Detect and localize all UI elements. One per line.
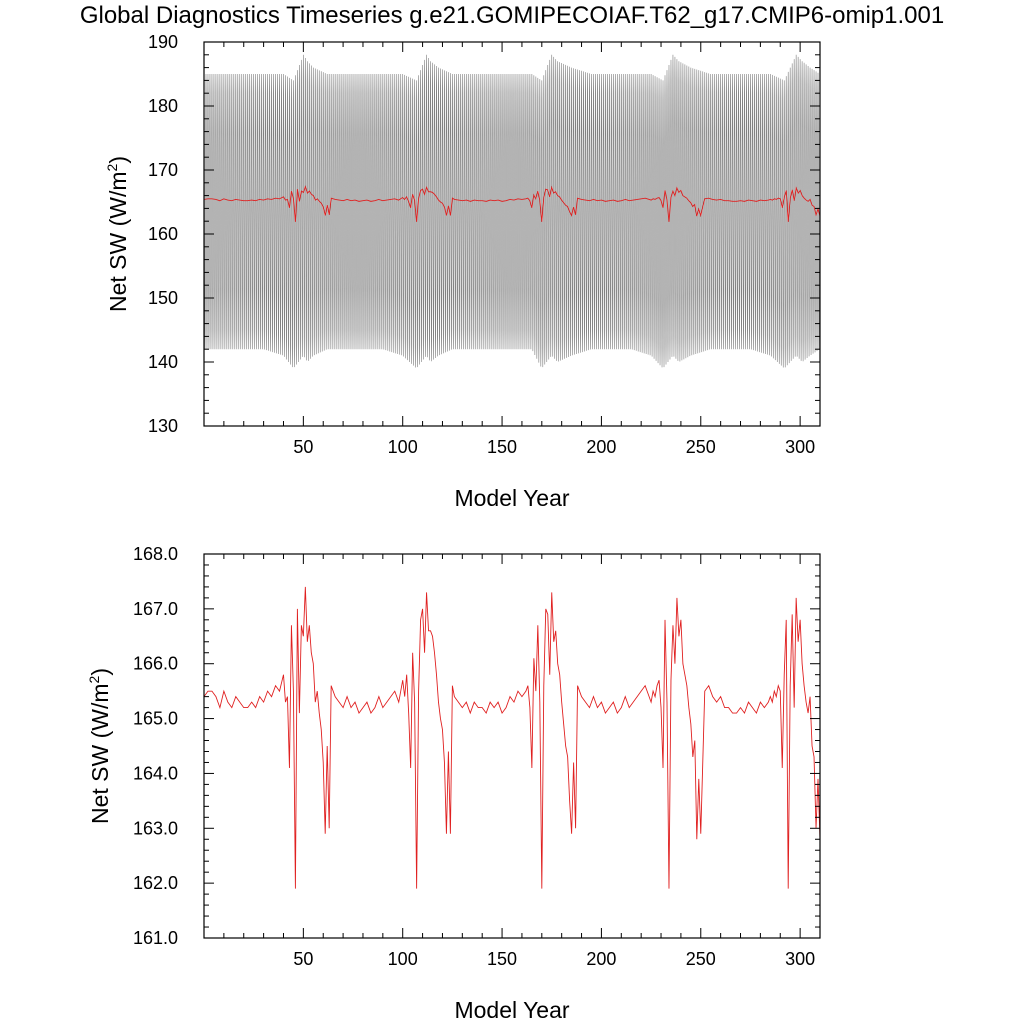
page-title: Global Diagnostics Timeseries g.e21.GOMI… [79, 2, 945, 29]
x-tick-label: 100 [388, 949, 418, 969]
x-tick-label: 50 [293, 949, 313, 969]
y-tick-label: 167.0 [133, 599, 178, 619]
x-tick-label: 150 [487, 949, 517, 969]
y-tick-label: 165.0 [133, 709, 178, 729]
y-tick-label: 163.0 [133, 818, 178, 838]
chart-panel-1: 50 100 150 200 250 300 130 140 150 160 170 180 190 Mo… [104, 32, 821, 511]
chart-panel-2: 50 100 150 200 250 300 161.0 162.0 163.0 164.0 165… [86, 544, 821, 1023]
plot-frame [203, 553, 821, 939]
series-line-annual [204, 586, 820, 889]
y-axis-label: Net SW (W/m2) [86, 668, 113, 824]
x-tick-label: 50 [293, 437, 313, 457]
y-tick-label: 140 [148, 352, 178, 372]
x-tick-label: 300 [785, 949, 815, 969]
series-line-annual [204, 185, 820, 222]
y-tick-label: 162.0 [133, 873, 178, 893]
y-tick-label: 161.0 [133, 928, 178, 948]
x-tick-label: 200 [586, 437, 616, 457]
y-tick-label: 130 [148, 416, 178, 436]
x-tick-label: 250 [686, 949, 716, 969]
x-tick-label: 100 [388, 437, 418, 457]
y-axis-label: Net SW (W/m2) [104, 156, 131, 312]
x-tick-label: 300 [785, 437, 815, 457]
x-axis-label: Model Year [454, 997, 569, 1023]
y-tick-label: 190 [148, 32, 178, 52]
y-tick-label: 160 [148, 224, 178, 244]
x-tick-label: 200 [586, 949, 616, 969]
y-tick-label: 170 [148, 160, 178, 180]
y-tick-label: 164.0 [133, 763, 178, 783]
y-tick-label: 180 [148, 96, 178, 116]
x-tick-label: 250 [686, 437, 716, 457]
x-tick-label: 150 [487, 437, 517, 457]
series-line-monthly [204, 54, 820, 368]
y-tick-label: 168.0 [133, 544, 178, 564]
y-tick-label: 166.0 [133, 654, 178, 674]
y-tick-label: 150 [148, 288, 178, 308]
x-axis-label: Model Year [454, 485, 569, 511]
